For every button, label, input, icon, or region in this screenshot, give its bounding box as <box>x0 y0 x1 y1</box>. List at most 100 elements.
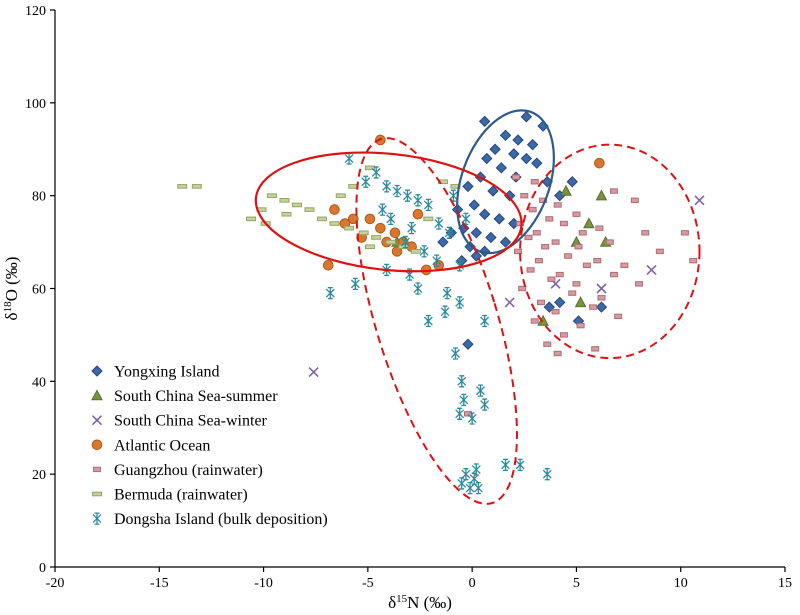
marker-yongxing-island <box>470 227 483 239</box>
marker-dongsha-island <box>405 268 415 281</box>
x-tick-label: 10 <box>674 576 688 591</box>
series-dongsha-island <box>325 152 552 495</box>
marker-guangzhou-rainwater <box>572 211 581 217</box>
x-tick-label: -10 <box>254 576 273 591</box>
marker-dongsha-island <box>344 152 354 165</box>
marker-guangzhou-rainwater <box>609 271 618 278</box>
marker-dongsha-island <box>457 477 467 490</box>
marker-guangzhou-rainwater <box>511 174 520 180</box>
marker-dongsha-island <box>392 184 402 198</box>
marker-bermuda-rainwater <box>92 491 102 497</box>
marker-yongxing-island <box>531 157 543 169</box>
marker-guangzhou-rainwater <box>582 262 591 268</box>
marker-yongxing-island <box>566 176 578 188</box>
marker-dongsha-island <box>455 296 465 309</box>
marker-guangzhou-rainwater <box>545 216 554 222</box>
marker-guangzhou-rainwater <box>539 197 548 204</box>
marker-atlantic-ocean <box>594 157 605 169</box>
marker-guangzhou-rainwater <box>516 220 525 227</box>
marker-guangzhou-rainwater <box>532 230 541 236</box>
legend-item-scs-winter: South China Sea-winter <box>91 413 268 430</box>
marker-bermuda-rainwater <box>371 235 382 240</box>
marker-yongxing-island <box>462 338 474 350</box>
marker-yongxing-island <box>512 134 524 146</box>
marker-dongsha-island <box>444 226 454 239</box>
marker-bermuda-rainwater <box>291 202 302 208</box>
y-tick-label: 40 <box>32 375 46 390</box>
legend-item-atlantic-ocean: Atlantic Ocean <box>91 437 210 454</box>
marker-yongxing-island <box>493 213 505 225</box>
marker-dongsha-island <box>476 384 485 397</box>
marker-bermuda-rainwater <box>304 207 315 212</box>
marker-guangzhou-rainwater <box>620 262 629 268</box>
legend-label-bermuda-rainwater: Bermuda (rainwater) <box>114 487 248 504</box>
x-tick-label: -15 <box>150 576 169 591</box>
marker-scs-summer <box>595 189 608 201</box>
legend-item-dongsha-island: Dongsha Island (bulk deposition) <box>92 511 328 528</box>
marker-dongsha-island <box>413 282 423 295</box>
y-axis-label: δ18O (‰) <box>2 257 21 321</box>
marker-guangzhou-rainwater <box>543 341 552 347</box>
marker-dongsha-island <box>382 180 392 193</box>
marker-scs-winter <box>504 297 515 308</box>
y-tick-label: 120 <box>25 4 46 19</box>
marker-dongsha-island <box>473 481 483 495</box>
marker-dongsha-island <box>400 235 410 249</box>
marker-guangzhou-rainwater <box>555 271 564 278</box>
marker-guangzhou-rainwater <box>593 257 602 264</box>
marker-yongxing-island <box>478 208 491 220</box>
marker-guangzhou-rainwater <box>689 257 698 264</box>
marker-bermuda-rainwater <box>279 198 290 203</box>
x-tick-label: -5 <box>362 576 374 591</box>
marker-yongxing-island <box>495 162 508 174</box>
marker-scs-summer <box>91 389 103 401</box>
marker-dongsha-island <box>440 305 450 318</box>
y-tick-label: 20 <box>32 468 46 483</box>
series-scs-winter <box>308 195 705 378</box>
marker-dongsha-island <box>371 166 381 179</box>
marker-dongsha-island <box>469 472 479 485</box>
marker-yongxing-island <box>91 365 103 377</box>
marker-dongsha-island <box>325 286 335 300</box>
marker-guangzhou-rainwater <box>630 197 639 204</box>
marker-guangzhou-rainwater <box>528 206 537 213</box>
legend-item-yongxing-island: Yongxing Island <box>91 364 220 381</box>
red-dashed-right-ellipse <box>519 143 701 360</box>
marker-bermuda-rainwater <box>329 221 340 226</box>
marker-guangzhou-rainwater <box>530 318 539 324</box>
legend-item-guangzhou-rainwater: Guangzhou (rainwater) <box>93 462 263 479</box>
marker-dongsha-island <box>465 481 475 495</box>
marker-dongsha-island <box>419 245 429 258</box>
red-solid-ellipse <box>254 151 523 273</box>
x-tick-label: 15 <box>778 576 792 591</box>
series-atlantic-ocean <box>322 134 605 276</box>
marker-dongsha-island <box>423 314 433 328</box>
marker-yongxing-island <box>487 185 499 197</box>
marker-guangzhou-rainwater <box>547 276 556 282</box>
marker-dongsha-island <box>461 212 471 226</box>
marker-guangzhou-rainwater <box>551 309 560 315</box>
marker-guangzhou-rainwater <box>530 179 539 185</box>
marker-scs-summer <box>560 184 572 196</box>
marker-guangzhou-rainwater <box>605 239 614 245</box>
marker-bermuda-rainwater <box>335 193 346 198</box>
marker-guangzhou-rainwater <box>518 285 527 292</box>
marker-guangzhou-rainwater <box>520 192 529 199</box>
marker-yongxing-island <box>520 111 533 123</box>
marker-dongsha-island <box>432 254 442 267</box>
y-tick-label: 80 <box>32 190 46 205</box>
marker-dongsha-island <box>480 398 490 411</box>
legend-item-bermuda-rainwater: Bermuda (rainwater) <box>92 487 248 504</box>
y-tick-label: 0 <box>39 561 46 576</box>
marker-guangzhou-rainwater <box>551 239 560 245</box>
marker-guangzhou-rainwater <box>559 332 568 338</box>
legend: Yongxing Island South China Sea-summer Sou… <box>91 364 328 528</box>
marker-yongxing-island <box>481 152 493 165</box>
marker-bermuda-rainwater <box>364 165 375 171</box>
marker-guangzhou-rainwater <box>597 295 606 301</box>
marker-dongsha-island <box>471 463 481 476</box>
marker-guangzhou-rainwater <box>680 230 689 236</box>
marker-dongsha-island <box>386 212 396 226</box>
marker-guangzhou-rainwater <box>635 281 643 287</box>
